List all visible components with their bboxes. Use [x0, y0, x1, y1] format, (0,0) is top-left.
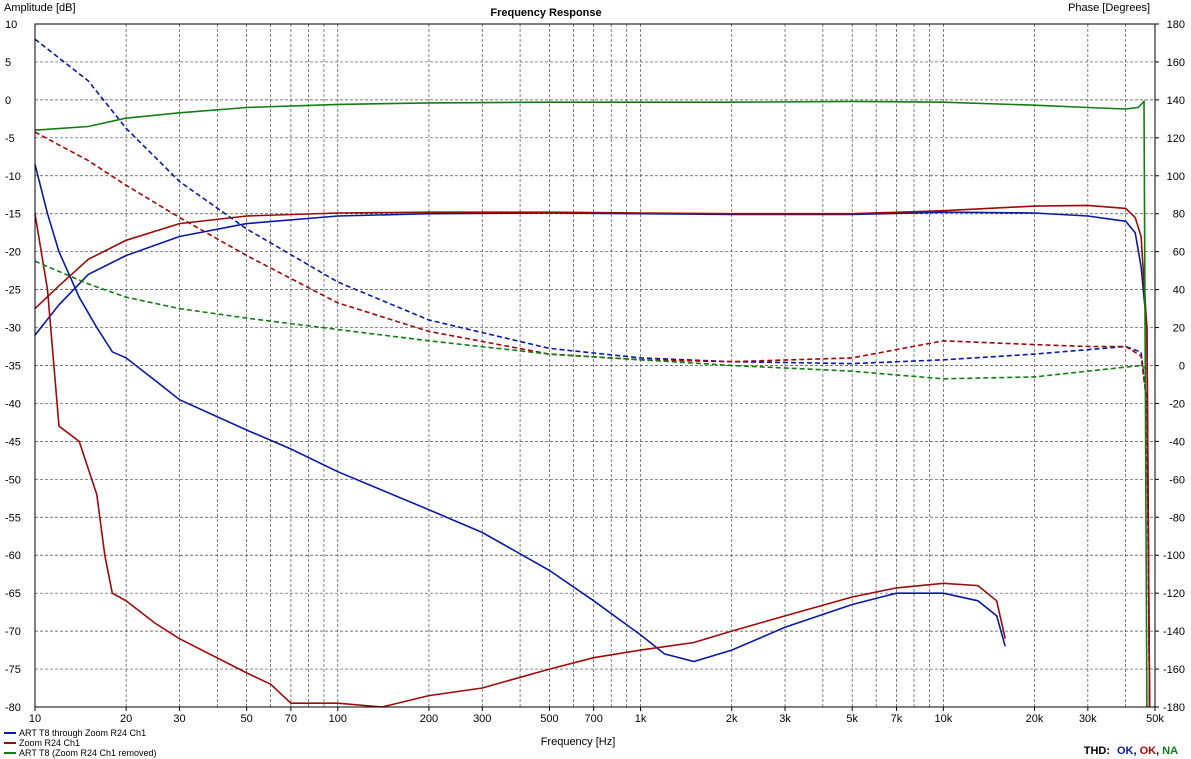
thd-status-2: OK [1140, 745, 1157, 757]
series-2-phase-line [34, 131, 1151, 708]
y-right-tick-label: 180 [1167, 19, 1185, 31]
series-3-amplitude-line [34, 99, 1148, 708]
y-left-tick-label: -5 [5, 133, 15, 145]
series-2-amplitude-line [34, 204, 1151, 708]
y-right-tick-label: -140 [1163, 626, 1185, 638]
x-tick-label: 1k [635, 713, 647, 725]
x-tick-label: 20k [1026, 713, 1044, 725]
y-right-tick-label: -120 [1163, 588, 1185, 600]
y-left-tick-label: -15 [5, 209, 21, 221]
y-left-tick-label: -65 [5, 588, 21, 600]
y-right-tick-label: 80 [1173, 209, 1185, 221]
thd-status-3: NA [1162, 745, 1178, 757]
y-left-tick-label: -80 [5, 702, 21, 714]
thd-status-1: OK [1117, 745, 1134, 757]
legend-entry: ART T8 through Zoom R24 Ch1 [19, 728, 146, 738]
y-left-tick-label: -45 [5, 436, 21, 448]
left-axis-title: Amplitude [dB] [4, 2, 76, 14]
y-right-tick-label: -60 [1169, 474, 1185, 486]
y-right-tick-label: 100 [1167, 171, 1185, 183]
y-left-tick-label: 10 [5, 19, 17, 31]
x-tick-label: 30 [173, 713, 185, 725]
thd-separator-1: , [1134, 745, 1137, 757]
y-right-tick-label: 60 [1173, 247, 1185, 259]
series-1-phase-line [34, 38, 1151, 708]
x-axis-title: Frequency [Hz] [541, 736, 616, 748]
x-tick-label: 10k [934, 713, 952, 725]
x-tick-label: 2k [726, 713, 738, 725]
y-right-tick-label: -100 [1163, 550, 1185, 562]
tick-labels: 10 20 30 50 70 100 200 300 500 700 1k 2k 3k 5k 7k 10k 20… [5, 19, 1185, 725]
legend-entry: Zoom R24 Ch1 [19, 738, 80, 748]
y-left-tick-label: -40 [5, 398, 21, 410]
y-left-tick-label: -75 [5, 664, 21, 676]
x-tick-label: 3k [779, 713, 791, 725]
thd-separator-2: , [1156, 745, 1159, 757]
y-right-tick-label: -160 [1163, 664, 1185, 676]
chart-title: Frequency Response [490, 7, 601, 19]
x-tick-label: 300 [473, 713, 491, 725]
right-axis-title: Phase [Degrees] [1068, 2, 1150, 14]
y-left-tick-label: -25 [5, 285, 21, 297]
series-3-phase-line [34, 260, 1148, 380]
y-right-tick-label: 140 [1167, 95, 1185, 107]
y-right-tick-label: 20 [1173, 323, 1185, 335]
y-right-tick-label: 160 [1167, 57, 1185, 69]
y-right-tick-label: -20 [1169, 398, 1185, 410]
x-tick-label: 200 [420, 713, 438, 725]
y-left-tick-label: -35 [5, 361, 21, 373]
y-left-tick-label: -70 [5, 626, 21, 638]
x-tick-label: 500 [540, 713, 558, 725]
legend-entry: ART T8 (Zoom R24 Ch1 removed) [19, 748, 157, 758]
y-right-tick-label: 120 [1167, 133, 1185, 145]
x-tick-label: 700 [584, 713, 602, 725]
y-right-tick-label: -40 [1169, 436, 1185, 448]
thd-status: OK, OK, NA [1117, 745, 1178, 757]
x-tick-label: 10 [29, 713, 41, 725]
y-right-tick-label: 40 [1173, 285, 1185, 297]
y-right-tick-label: -180 [1163, 702, 1185, 714]
y-left-tick-label: -60 [5, 550, 21, 562]
y-left-tick-label: -30 [5, 323, 21, 335]
x-tick-label: 20 [120, 713, 132, 725]
x-tick-label: 30k [1079, 713, 1097, 725]
x-tick-label: 70 [285, 713, 297, 725]
grid [35, 24, 1155, 707]
y-right-tick-label: 0 [1179, 361, 1185, 373]
x-tick-label: 5k [846, 713, 858, 725]
y-right-tick-label: -80 [1169, 512, 1185, 524]
y-left-tick-label: -10 [5, 171, 21, 183]
y-left-tick-label: 5 [5, 57, 11, 69]
series-1-thd-line [34, 164, 1006, 663]
y-left-tick-label: -20 [5, 247, 21, 259]
series-layer [34, 38, 1151, 708]
x-tick-label: 50k [1146, 713, 1164, 725]
y-left-tick-label: 0 [5, 95, 11, 107]
y-left-tick-label: -50 [5, 474, 21, 486]
y-left-tick-label: -55 [5, 512, 21, 524]
x-tick-label: 50 [241, 713, 253, 725]
thd-label: THD: [1084, 745, 1110, 757]
x-tick-label: 7k [891, 713, 903, 725]
x-tick-label: 100 [329, 713, 347, 725]
